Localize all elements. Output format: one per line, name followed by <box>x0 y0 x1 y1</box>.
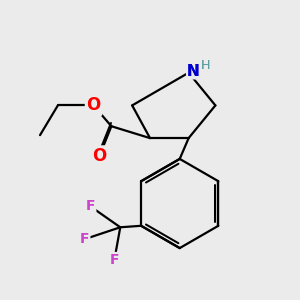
Text: F: F <box>86 200 95 214</box>
Text: F: F <box>86 200 95 214</box>
Text: H: H <box>200 59 210 72</box>
Text: N: N <box>187 64 200 79</box>
Text: O: O <box>92 147 106 165</box>
Text: H: H <box>200 59 210 72</box>
Text: F: F <box>110 253 119 267</box>
Text: F: F <box>80 232 89 246</box>
Text: F: F <box>110 253 119 267</box>
Text: O: O <box>92 147 106 165</box>
Text: F: F <box>80 232 89 246</box>
Text: N: N <box>187 64 200 79</box>
Text: N: N <box>187 64 200 79</box>
Text: O: O <box>86 96 101 114</box>
Text: O: O <box>86 96 101 114</box>
